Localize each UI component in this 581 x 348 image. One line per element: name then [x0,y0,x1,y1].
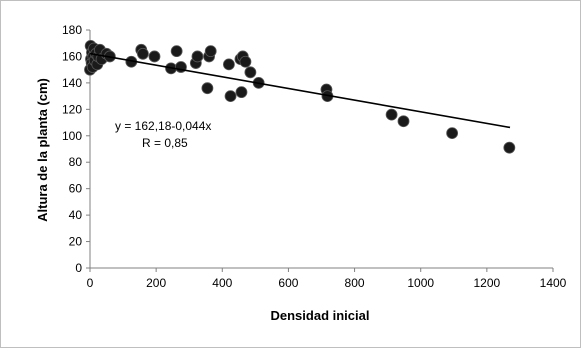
x-tick-label: 200 [146,276,166,290]
data-point [148,50,161,63]
data-point [224,90,237,103]
x-tick-label: 1400 [540,276,567,290]
data-point [170,45,183,58]
data-point [137,47,149,60]
x-tick-label: 1200 [474,276,501,290]
y-tick-label: 120 [62,102,82,116]
y-tick-label: 180 [62,23,82,37]
data-point [239,55,252,68]
data-point [191,50,204,63]
y-tick-label: 140 [62,76,82,90]
y-tick-label: 60 [69,182,83,196]
y-axis: 0 20 40 60 80 100 120 140 160 180 [62,23,91,275]
data-point [235,86,248,99]
x-tick-label: 0 [87,276,94,290]
data-point [446,127,459,140]
y-tick-label: 40 [69,208,83,222]
trendline [89,52,511,129]
data-point [397,115,410,128]
x-tick-label: 400 [212,276,232,290]
r-value-label: R = 0,85 [142,136,188,150]
x-axis: 0 200 400 600 800 1000 1200 1400 [87,267,567,290]
data-point [244,66,257,79]
y-tick-label: 20 [69,235,83,249]
data-points [84,39,516,154]
y-tick-label: 160 [62,49,82,63]
x-tick-label: 600 [278,276,298,290]
data-point [204,45,217,58]
x-axis-title: Densidad inicial [271,308,370,323]
data-point [201,82,214,95]
data-point [385,108,398,121]
y-tick-label: 0 [75,261,82,275]
x-tick-label: 1000 [407,276,434,290]
x-tick-label: 800 [345,276,365,290]
y-tick-label: 80 [69,155,83,169]
data-point [503,141,516,154]
equation-label: y = 162,18-0,044x [115,119,211,133]
y-axis-title: Altura de la planta (cm) [35,78,50,222]
trendline-group [89,52,511,129]
y-tick-label: 100 [62,129,82,143]
data-point [222,58,235,71]
